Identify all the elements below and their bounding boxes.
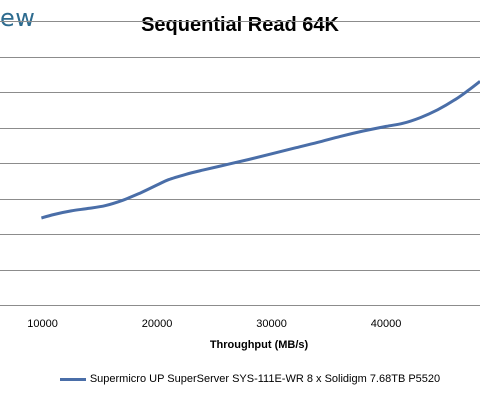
series-line-0 — [40, 80, 480, 220]
x-tick-label: 40000 — [371, 318, 402, 330]
legend-swatch — [59, 377, 86, 381]
series-layer — [40, 80, 480, 220]
legend-label: Supermicro UP SuperServer SYS-111E-WR 8 … — [89, 373, 441, 385]
chart-title: Sequential Read 64K — [141, 14, 339, 36]
logo-fragment: ew — [0, 4, 36, 32]
x-tick-labels: 10000 20000 30000 40000 — [27, 318, 401, 330]
gridlines — [0, 21, 480, 306]
x-tick-label: 20000 — [142, 318, 173, 330]
x-tick-label: 10000 — [27, 318, 58, 330]
x-tick-label: 30000 — [256, 318, 287, 330]
x-axis-title: Throughput (MB/s) — [210, 339, 309, 351]
legend: Supermicro UP SuperServer SYS-111E-WR 8 … — [0, 373, 480, 385]
